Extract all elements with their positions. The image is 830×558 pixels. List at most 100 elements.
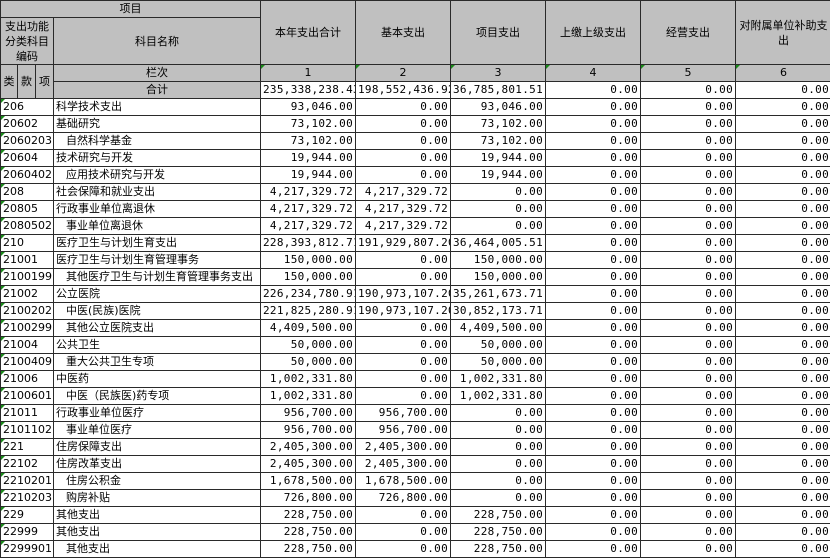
row-value-4[interactable]: 0.00 [546,235,641,252]
row-value-6[interactable]: 0.00 [736,303,830,320]
row-value-4[interactable]: 0.00 [546,116,641,133]
row-name[interactable]: 技术研究与开发 [54,150,261,167]
row-name[interactable]: 住房保障支出 [54,439,261,456]
row-value-3[interactable]: 0.00 [451,184,546,201]
row-value-4[interactable]: 0.00 [546,490,641,507]
row-value-3[interactable]: 19,944.00 [451,167,546,184]
row-value-3[interactable]: 93,046.00 [451,99,546,116]
row-value-2[interactable]: 0.00 [356,99,451,116]
row-value-6[interactable]: 0.00 [736,116,830,133]
row-value-2[interactable]: 0.00 [356,371,451,388]
row-value-4[interactable]: 0.00 [546,541,641,558]
row-value-1[interactable]: 50,000.00 [261,337,356,354]
row-code[interactable]: 2100409 [1,354,54,371]
row-value-2[interactable]: 0.00 [356,150,451,167]
row-value-4[interactable]: 0.00 [546,405,641,422]
row-name[interactable]: 公立医院 [54,286,261,303]
row-value-5[interactable]: 0.00 [641,456,736,473]
row-code[interactable]: 2100299 [1,320,54,337]
row-value-6[interactable]: 0.00 [736,524,830,541]
row-value-5[interactable]: 0.00 [641,269,736,286]
row-code[interactable]: 2299901 [1,541,54,558]
row-value-2[interactable]: 190,973,107.20 [356,286,451,303]
row-value-3[interactable]: 30,852,173.71 [451,303,546,320]
row-value-1[interactable]: 1,002,331.80 [261,388,356,405]
row-value-5[interactable]: 0.00 [641,303,736,320]
row-value-4[interactable]: 0.00 [546,150,641,167]
row-value-2[interactable]: 0.00 [356,252,451,269]
row-name[interactable]: 其他公立医院支出 [54,320,261,337]
row-value-1[interactable]: 4,217,329.72 [261,201,356,218]
row-value-4[interactable]: 0.00 [546,422,641,439]
row-value-6[interactable]: 0.00 [736,184,830,201]
row-value-5[interactable]: 0.00 [641,320,736,337]
row-value-5[interactable]: 0.00 [641,422,736,439]
row-value-6[interactable]: 0.00 [736,490,830,507]
row-value-3[interactable]: 0.00 [451,405,546,422]
row-value-2[interactable]: 0.00 [356,320,451,337]
row-value-6[interactable]: 0.00 [736,388,830,405]
row-name[interactable]: 基础研究 [54,116,261,133]
row-value-3[interactable]: 0.00 [451,439,546,456]
row-name[interactable]: 公共卫生 [54,337,261,354]
row-value-2[interactable]: 726,800.00 [356,490,451,507]
row-name[interactable]: 中医(民族)医院 [54,303,261,320]
row-value-6[interactable]: 0.00 [736,150,830,167]
row-value-4[interactable]: 0.00 [546,524,641,541]
row-value-5[interactable]: 0.00 [641,473,736,490]
row-value-2[interactable]: 2,405,300.00 [356,439,451,456]
total-value-3[interactable]: 36,785,801.51 [451,82,546,99]
row-value-4[interactable]: 0.00 [546,303,641,320]
row-value-6[interactable]: 0.00 [736,354,830,371]
row-code[interactable]: 2210201 [1,473,54,490]
row-code[interactable]: 2060203 [1,133,54,150]
row-name[interactable]: 住房改革支出 [54,456,261,473]
row-code[interactable]: 20602 [1,116,54,133]
row-name[interactable]: 行政事业单位医疗 [54,405,261,422]
row-code[interactable]: 2101102 [1,422,54,439]
row-value-5[interactable]: 0.00 [641,235,736,252]
row-value-3[interactable]: 19,944.00 [451,150,546,167]
row-value-1[interactable]: 956,700.00 [261,405,356,422]
row-value-5[interactable]: 0.00 [641,490,736,507]
row-value-3[interactable]: 0.00 [451,473,546,490]
row-code[interactable]: 2060402 [1,167,54,184]
row-value-3[interactable]: 73,102.00 [451,116,546,133]
row-value-1[interactable]: 956,700.00 [261,422,356,439]
row-value-6[interactable]: 0.00 [736,405,830,422]
row-value-6[interactable]: 0.00 [736,456,830,473]
row-value-3[interactable]: 150,000.00 [451,252,546,269]
row-value-2[interactable]: 0.00 [356,507,451,524]
row-value-4[interactable]: 0.00 [546,388,641,405]
row-value-4[interactable]: 0.00 [546,354,641,371]
total-value-1[interactable]: 235,338,238.43 [261,82,356,99]
row-name[interactable]: 应用技术研究与开发 [54,167,261,184]
row-name[interactable]: 科学技术支出 [54,99,261,116]
row-code[interactable]: 21006 [1,371,54,388]
row-code[interactable]: 22102 [1,456,54,473]
row-value-1[interactable]: 4,217,329.72 [261,184,356,201]
row-value-5[interactable]: 0.00 [641,252,736,269]
row-name[interactable]: 住房公积金 [54,473,261,490]
row-value-3[interactable]: 0.00 [451,456,546,473]
row-value-4[interactable]: 0.00 [546,201,641,218]
row-value-2[interactable]: 956,700.00 [356,405,451,422]
row-value-1[interactable]: 73,102.00 [261,116,356,133]
row-value-6[interactable]: 0.00 [736,541,830,558]
row-value-1[interactable]: 19,944.00 [261,167,356,184]
row-name[interactable]: 事业单位医疗 [54,422,261,439]
row-name[interactable]: 购房补贴 [54,490,261,507]
row-code[interactable]: 21011 [1,405,54,422]
row-value-6[interactable]: 0.00 [736,133,830,150]
row-value-1[interactable]: 19,944.00 [261,150,356,167]
row-value-1[interactable]: 1,678,500.00 [261,473,356,490]
row-value-5[interactable]: 0.00 [641,116,736,133]
row-value-1[interactable]: 4,217,329.72 [261,218,356,235]
row-value-5[interactable]: 0.00 [641,337,736,354]
row-value-2[interactable]: 2,405,300.00 [356,456,451,473]
row-value-3[interactable]: 50,000.00 [451,337,546,354]
row-value-1[interactable]: 50,000.00 [261,354,356,371]
row-value-4[interactable]: 0.00 [546,99,641,116]
row-value-3[interactable]: 228,750.00 [451,507,546,524]
row-value-1[interactable]: 726,800.00 [261,490,356,507]
